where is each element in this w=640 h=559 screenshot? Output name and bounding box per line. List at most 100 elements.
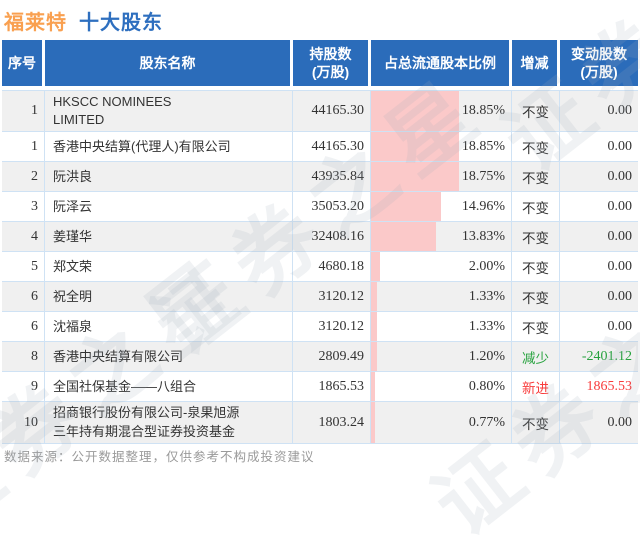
stock-name: 福莱特 [4,12,67,34]
change-shares-cell: 0.00 [607,228,633,244]
shareholders-table: 序号 股东名称 持股数 (万股) 占总流通股本比例 增减 变动股数 (万股) 1… [2,40,638,444]
shares-cell: 2809.49 [293,342,371,372]
pct-cell: 18.85% [371,132,512,162]
pct-cell: 0.77% [371,402,512,443]
pct-bar [371,372,375,402]
col-header-shares: 持股数 (万股) [293,40,371,86]
table-row: 6 祝全明 3120.12 1.33% 不变 0.00 [2,282,638,313]
pct-value: 1.33% [468,288,505,304]
rank-cell: 1 [2,132,45,162]
rank-cell: 3 [2,192,45,222]
pct-cell: 1.33% [371,312,512,342]
pct-bar [371,162,459,192]
pct-bar [371,252,381,282]
pct-value: 13.83% [461,228,505,244]
shareholder-name-cell: HKSCC NOMINEES LIMITED [45,91,293,132]
pct-value: 1.20% [468,348,505,364]
change-cell: 不变 [512,162,560,192]
col-header-change: 增减 [512,40,560,86]
table-row: 2 阮洪良 43935.84 18.75% 不变 0.00 [2,162,638,193]
table-row: 10 招商银行股份有限公司-泉果旭源 三年持有期混合型证券投资基金 1803.2… [2,402,638,444]
shares-cell: 3120.12 [293,282,371,312]
change-shares-cell: 0.00 [607,103,633,119]
pct-value: 1.33% [468,318,505,334]
pct-cell: 1.33% [371,282,512,312]
rank-cell: 6 [2,312,45,342]
change-cell: 新进 [512,372,560,402]
pct-value: 2.00% [468,258,505,274]
change-cell: 不变 [512,132,560,162]
pct-value: 0.80% [468,378,505,394]
table-row: 9 全国社保基金——八组合 1865.53 0.80% 新进 1865.53 [2,372,638,403]
pct-cell: 14.96% [371,192,512,222]
change-cell: 不变 [512,402,560,443]
change-cell: 不变 [512,252,560,282]
pct-bar [371,132,459,162]
shares-cell: 1803.24 [293,402,371,443]
page-title: 福莱特 十大股东 [4,6,163,35]
change-shares-cell: 0.00 [607,414,633,430]
change-cell: 不变 [512,222,560,252]
pct-cell: 18.85% [371,91,512,132]
pct-bar [371,222,436,252]
rank-cell: 5 [2,252,45,282]
table-row: 1 HKSCC NOMINEES LIMITED 44165.30 18.85%… [2,91,638,133]
shares-cell: 32408.16 [293,222,371,252]
shares-cell: 44165.30 [293,91,371,132]
change-shares-cell: 0.00 [607,138,633,154]
table-header-row: 序号 股东名称 持股数 (万股) 占总流通股本比例 增减 变动股数 (万股) [2,40,638,86]
shareholder-name-cell: 全国社保基金——八组合 [45,372,293,402]
col-header-name: 股东名称 [45,40,293,86]
shareholder-name-cell: 阮泽云 [45,192,293,222]
pct-bar [371,342,377,372]
change-shares-cell: 0.00 [607,198,633,214]
shareholder-name-cell: 郑文荣 [45,252,293,282]
pct-value: 0.77% [468,414,505,430]
pct-bar [371,91,459,132]
pct-value: 18.85% [461,138,505,154]
shareholder-name-cell: 沈福泉 [45,312,293,342]
rank-cell: 4 [2,222,45,252]
col-header-pct: 占总流通股本比例 [371,40,512,86]
change-shares-cell: 0.00 [607,318,633,334]
col-header-change-shares: 变动股数 (万股) [560,40,638,86]
rank-cell: 1 [2,91,45,132]
title-suffix: 十大股东 [79,12,163,34]
pct-cell: 2.00% [371,252,512,282]
pct-bar [371,282,378,312]
data-source-note: 数据来源：公开数据整理，仅供参考不构成投资建议 [4,450,315,464]
shareholder-name-cell: 香港中央结算(代理人)有限公司 [45,132,293,162]
shares-cell: 4680.18 [293,252,371,282]
change-cell: 不变 [512,91,560,132]
shareholder-name-cell: 香港中央结算有限公司 [45,342,293,372]
change-cell: 减少 [512,342,560,372]
shares-cell: 1865.53 [293,372,371,402]
pct-bar [371,192,441,222]
shareholder-name-cell: 姜瑾华 [45,222,293,252]
pct-bar [371,312,378,342]
shareholder-name-cell: 阮洪良 [45,162,293,192]
pct-cell: 18.75% [371,162,512,192]
shares-cell: 43935.84 [293,162,371,192]
pct-value: 14.96% [461,198,505,214]
shares-cell: 35053.20 [293,192,371,222]
pct-cell: 0.80% [371,372,512,402]
change-shares-cell: 0.00 [607,168,633,184]
rank-cell: 2 [2,162,45,192]
rank-cell: 9 [2,372,45,402]
rank-cell: 6 [2,282,45,312]
table-row: 1 香港中央结算(代理人)有限公司 44165.30 18.85% 不变 0.0… [2,132,638,163]
table-row: 5 郑文荣 4680.18 2.00% 不变 0.00 [2,252,638,283]
change-cell: 不变 [512,282,560,312]
table-row: 4 姜瑾华 32408.16 13.83% 不变 0.00 [2,222,638,253]
pct-value: 18.75% [461,168,505,184]
change-shares-cell: -2401.12 [581,348,632,364]
pct-bar [371,402,375,443]
pct-value: 18.85% [461,103,505,119]
rank-cell: 10 [2,402,45,443]
table-body: 1 HKSCC NOMINEES LIMITED 44165.30 18.85%… [2,90,638,444]
change-shares-cell: 0.00 [607,288,633,304]
table-row: 8 香港中央结算有限公司 2809.49 1.20% 减少 -2401.12 [2,342,638,373]
table-row: 3 阮泽云 35053.20 14.96% 不变 0.00 [2,192,638,223]
